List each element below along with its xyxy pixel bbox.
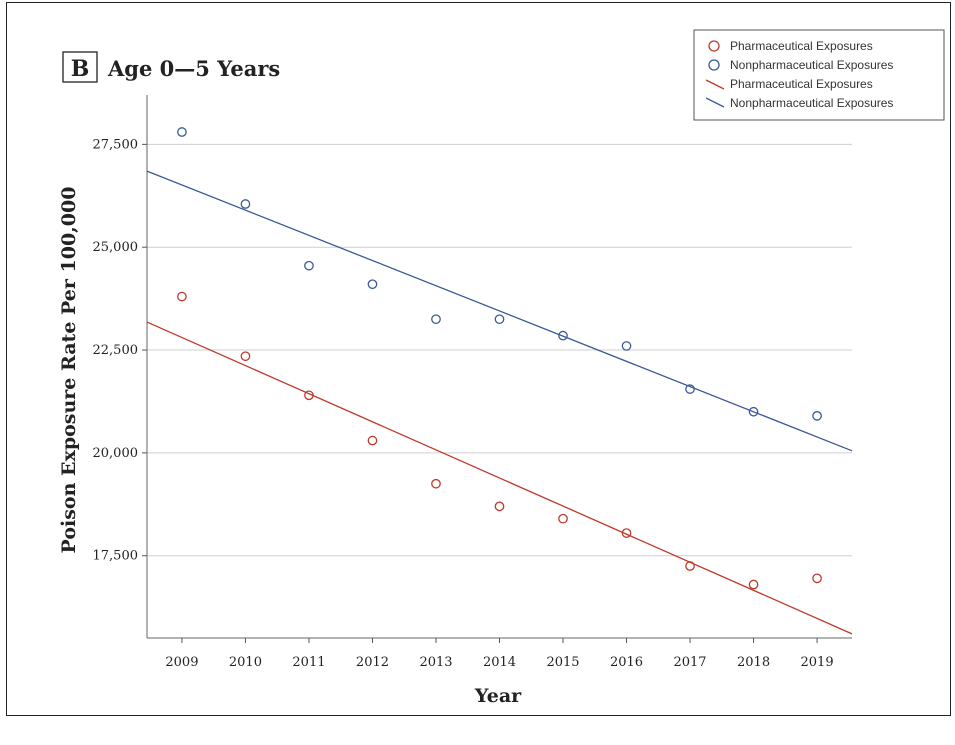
legend-label-2: Nonpharmaceutical Exposures bbox=[730, 58, 893, 72]
point-nonpharmaceutical bbox=[621, 341, 632, 351]
x-tick-label: 2018 bbox=[737, 655, 770, 670]
trend-line-nonpharmaceutical bbox=[146, 170, 853, 452]
y-tick-label: 25,000 bbox=[93, 240, 139, 255]
point-nonpharmaceutical bbox=[177, 127, 187, 137]
legend-marker-pharmaceutical bbox=[708, 40, 720, 52]
trend-line-pharmaceutical bbox=[146, 321, 853, 635]
point-nonpharmaceutical bbox=[558, 330, 568, 341]
legend-line-pharmaceutical bbox=[705, 79, 725, 90]
point-pharmaceutical bbox=[812, 573, 822, 584]
x-tick-label: 2010 bbox=[229, 655, 262, 670]
x-tick-label: 2014 bbox=[483, 655, 516, 670]
legend-line-nonpharmaceutical bbox=[705, 97, 725, 108]
y-axis-label: Poison Exposure Rate Per 100,000 bbox=[58, 187, 80, 554]
panel-letter-box bbox=[62, 51, 98, 83]
legend-box bbox=[693, 29, 945, 121]
point-nonpharmaceutical bbox=[431, 314, 441, 325]
point-nonpharmaceutical bbox=[494, 314, 505, 325]
point-nonpharmaceutical bbox=[304, 260, 314, 271]
x-tick-label: 2011 bbox=[292, 655, 325, 670]
grid-lines bbox=[147, 143, 852, 557]
legend: Pharmaceutical Exposures Nonpharmaceutic… bbox=[693, 29, 945, 121]
y-tick-label: 22,500 bbox=[93, 343, 139, 358]
point-pharmaceutical bbox=[367, 435, 378, 446]
y-tick-label: 27,500 bbox=[93, 137, 139, 152]
point-nonpharmaceutical bbox=[367, 279, 378, 290]
point-pharmaceutical bbox=[558, 513, 568, 524]
x-tick-label: 2019 bbox=[801, 655, 834, 670]
trend-lines bbox=[146, 170, 853, 635]
point-nonpharmaceutical bbox=[748, 406, 759, 417]
x-tick-label: 2015 bbox=[546, 655, 579, 670]
y-tick-label: 20,000 bbox=[93, 446, 139, 461]
x-axis-label: Year bbox=[474, 685, 522, 707]
point-pharmaceutical bbox=[494, 501, 505, 512]
point-pharmaceutical bbox=[304, 390, 314, 401]
x-tick-label: 2013 bbox=[419, 655, 452, 670]
legend-label-3: Pharmaceutical Exposures bbox=[730, 77, 873, 91]
point-pharmaceutical bbox=[240, 351, 251, 362]
chart-title: Age 0—5 Years bbox=[107, 56, 280, 81]
point-nonpharmaceutical bbox=[812, 411, 822, 421]
legend-label-1: Pharmaceutical Exposures bbox=[730, 39, 873, 53]
y-tick-label: 17,500 bbox=[93, 549, 139, 564]
panel-letter: B bbox=[71, 56, 90, 82]
legend-label-4: Nonpharmaceutical Exposures bbox=[730, 96, 893, 110]
tick-labels: 17,500 20,000 22,500 25,000 27,500 2009 2010 20… bbox=[93, 137, 834, 670]
axes bbox=[142, 95, 852, 643]
point-pharmaceutical bbox=[177, 291, 187, 302]
x-tick-label: 2017 bbox=[673, 655, 706, 670]
point-nonpharmaceutical bbox=[685, 384, 695, 394]
legend-marker-nonpharmaceutical bbox=[708, 59, 720, 71]
x-tick-label: 2012 bbox=[356, 655, 389, 670]
point-pharmaceutical bbox=[748, 579, 759, 590]
data-points bbox=[177, 127, 822, 590]
x-tick-label: 2009 bbox=[165, 655, 198, 670]
point-pharmaceutical bbox=[431, 478, 441, 489]
point-nonpharmaceutical bbox=[240, 199, 251, 209]
point-pharmaceutical bbox=[621, 528, 632, 538]
figure-frame bbox=[6, 2, 951, 716]
point-pharmaceutical bbox=[685, 561, 695, 571]
x-tick-label: 2016 bbox=[610, 655, 643, 670]
